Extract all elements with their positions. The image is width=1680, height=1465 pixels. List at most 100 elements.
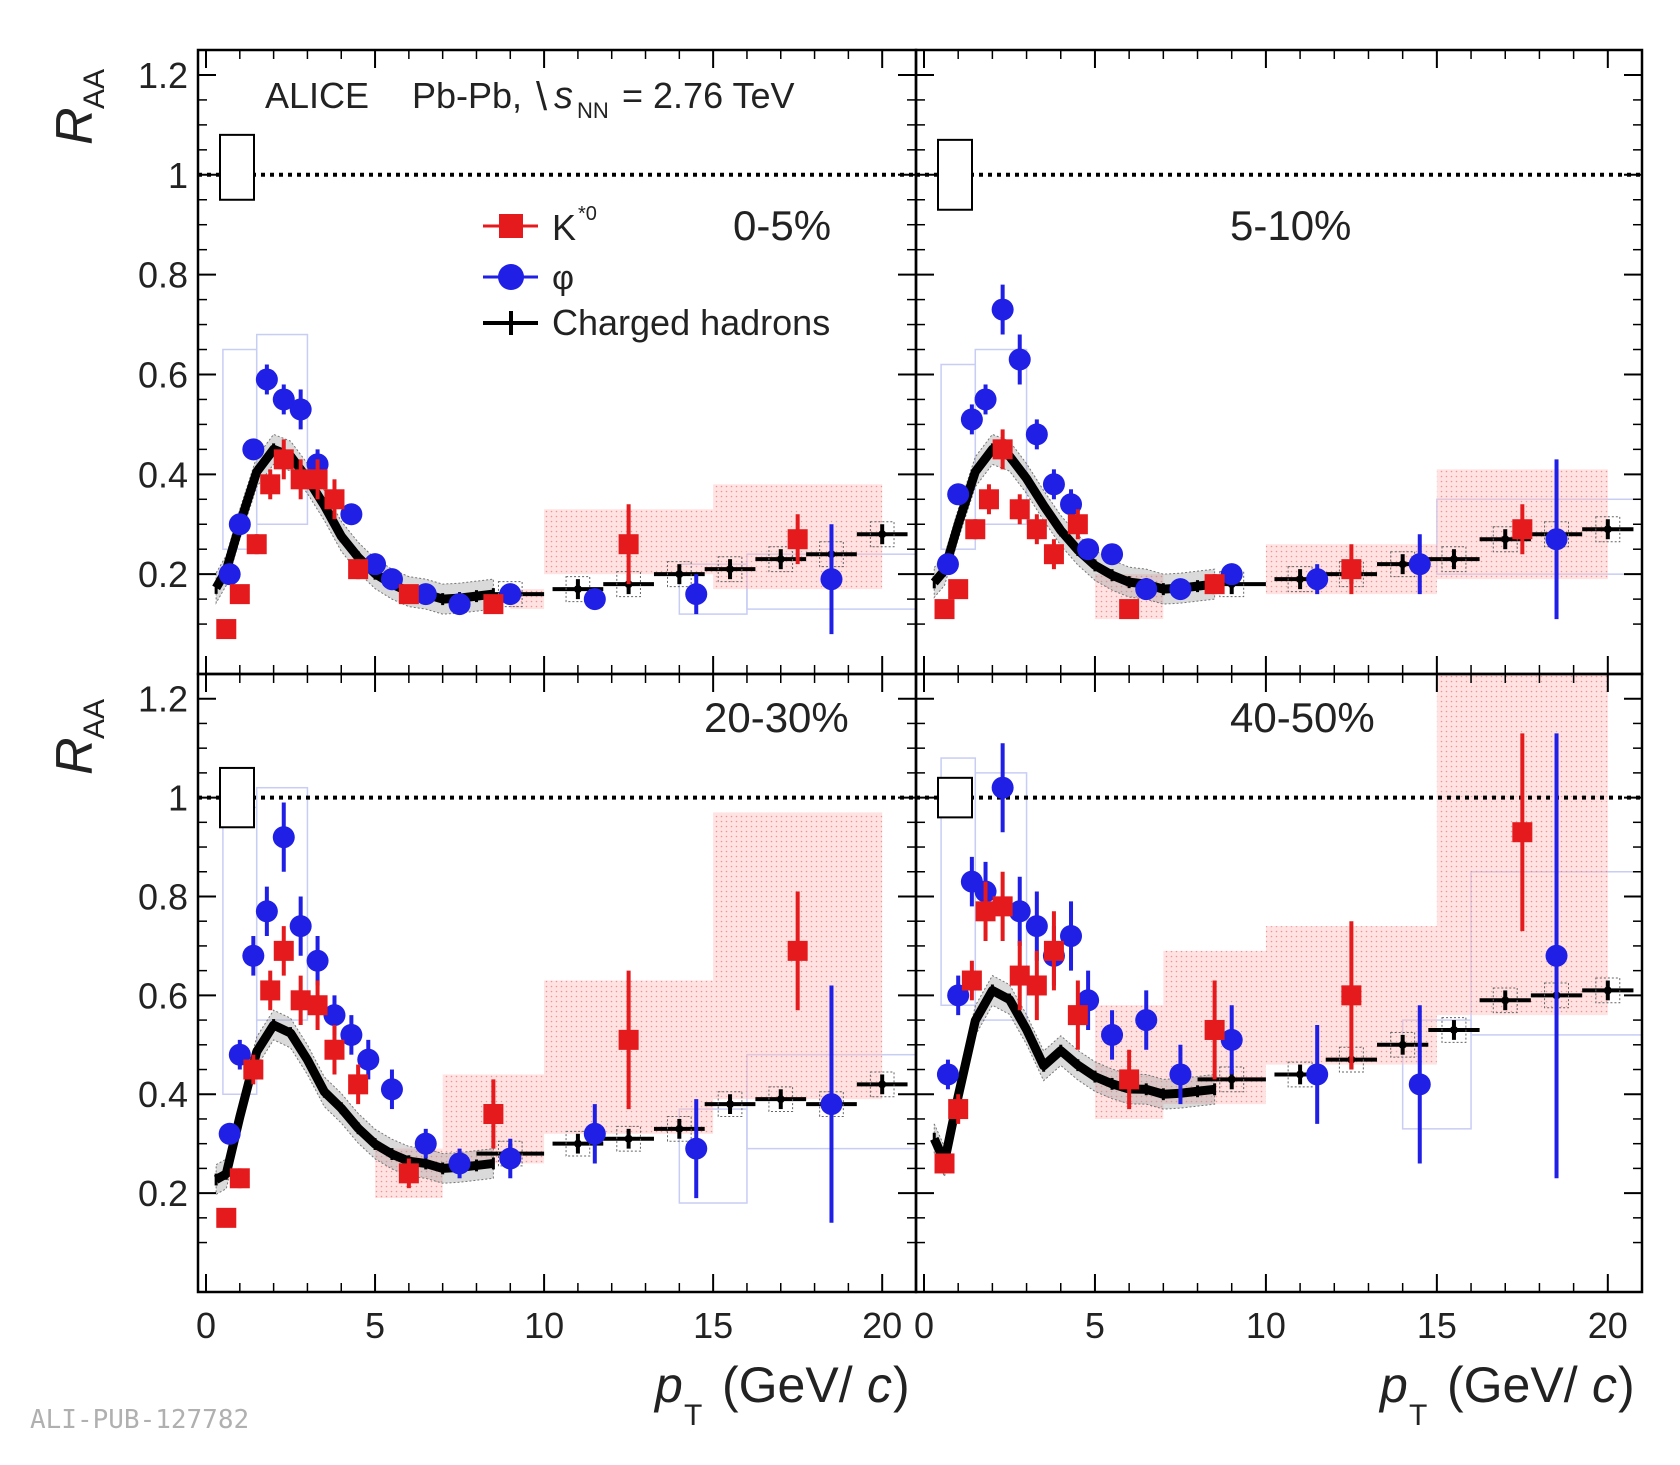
phi-marker xyxy=(448,1152,471,1175)
charged-hadron-marker xyxy=(878,1080,887,1089)
x-tick-label: 20 xyxy=(1588,1305,1628,1346)
normalization-box xyxy=(219,766,255,829)
kstar-marker xyxy=(260,474,281,495)
phi-marker xyxy=(685,1137,708,1160)
kstar-marker xyxy=(1026,519,1047,540)
x-axis-title-right-unit-open: (GeV/ xyxy=(1447,1357,1578,1413)
x-tick-label: 5 xyxy=(365,1305,385,1346)
y-tick-label: 0.8 xyxy=(138,876,188,917)
panel-4: 0 5 10 15 20 xyxy=(914,674,1643,1346)
normalization-box xyxy=(219,133,255,201)
phi-marker xyxy=(242,944,265,967)
charged-hadron-marker xyxy=(1501,535,1510,544)
kstar-marker xyxy=(961,970,982,991)
kstar-marker xyxy=(948,1099,969,1120)
kstar-marker xyxy=(307,469,328,490)
phi-marker xyxy=(1042,473,1065,496)
y-axis-title-top-main: R xyxy=(46,107,104,145)
charged-hadron-syst xyxy=(616,571,641,598)
phi-marker xyxy=(218,563,241,586)
phi-marker xyxy=(1169,1063,1192,1086)
legend-phi-marker xyxy=(498,264,524,290)
x-axis-title-left: p T (GeV/ c ) xyxy=(653,1357,910,1432)
charged-hadron-syst xyxy=(768,546,794,573)
x-axis-title-left-unit-var: c xyxy=(867,1357,892,1413)
kstar-marker xyxy=(324,489,345,510)
x-tick-label: 15 xyxy=(1417,1305,1457,1346)
kstar-marker xyxy=(324,1039,345,1060)
kstar-marker xyxy=(618,534,639,555)
y-tick-label: 1.2 xyxy=(138,55,188,96)
phi-marker xyxy=(1545,944,1568,967)
legend-ch-label: Charged hadrons xyxy=(552,302,830,343)
x-axis-title-right-main: p xyxy=(1378,1357,1408,1413)
x-tick-label: 0 xyxy=(914,1305,934,1346)
phi-marker xyxy=(991,776,1014,799)
kstar-marker xyxy=(618,1029,639,1050)
kstar-marker xyxy=(398,1163,419,1184)
phi-marker xyxy=(499,1147,522,1170)
kstar-marker xyxy=(1026,975,1047,996)
charged-hadron-syst xyxy=(565,576,591,603)
phi-marker xyxy=(947,483,970,506)
x-tick-label: 5 xyxy=(1085,1305,1105,1346)
x-tick-label: 0 xyxy=(196,1305,216,1346)
charged-hadrons-low-pt xyxy=(930,985,1216,1167)
charged-hadron-syst xyxy=(1219,1066,1245,1093)
phi-marker xyxy=(991,298,1014,321)
phi-marker xyxy=(380,1078,403,1101)
charged-hadron-marker xyxy=(675,570,684,579)
panel-plot-area xyxy=(916,138,1642,620)
y-tick-label: 0.6 xyxy=(138,354,188,395)
phi-marker xyxy=(1008,348,1031,371)
phi-marker xyxy=(340,503,363,526)
phi-marker xyxy=(242,438,265,461)
kstar-marker xyxy=(260,980,281,1001)
system-label: Pb-Pb, xyxy=(412,75,522,116)
y-tick-label: 0.6 xyxy=(138,975,188,1016)
panel-2-title: 5-10% xyxy=(1230,202,1351,249)
phi-marker xyxy=(1135,1009,1158,1032)
legend-kstar-sup: *0 xyxy=(578,203,597,225)
charged-hadron-marker xyxy=(1398,560,1407,569)
charged-hadron-syst xyxy=(565,1130,591,1157)
kstar-marker xyxy=(1204,1019,1225,1040)
y-axis-title-bottom: R AA xyxy=(46,699,111,775)
phi-marker xyxy=(1306,1063,1329,1086)
kstar-marker xyxy=(934,1153,955,1174)
kstar-marker xyxy=(307,995,328,1016)
panel-3: 0.2 0.4 0.6 0.8 1 1.2 0 5 10 15 20 xyxy=(138,674,917,1346)
y-tick-label: 1.2 xyxy=(138,679,188,720)
charged-hadron-syst xyxy=(869,1071,895,1098)
kstar-marker xyxy=(1341,985,1362,1006)
kstar-marker xyxy=(216,1207,237,1228)
panel-plot-area xyxy=(198,766,916,1228)
normalization-box xyxy=(937,138,973,211)
phi-marker xyxy=(960,408,983,431)
phi-marker xyxy=(499,583,522,606)
charged-hadron-marker xyxy=(1449,555,1458,564)
charged-hadron-marker xyxy=(573,1139,582,1148)
kstar-marker xyxy=(229,1168,250,1189)
kstar-marker xyxy=(1009,965,1030,986)
x-tick-label: 10 xyxy=(524,1305,564,1346)
charged-hadrons-syst-band xyxy=(215,1009,494,1196)
experiment-label: ALICE xyxy=(265,75,369,116)
y-tick-label: 0.8 xyxy=(138,255,188,296)
kstar-marker xyxy=(243,1059,264,1080)
x-axis-title-left-unit-close: ) xyxy=(893,1357,910,1413)
watermark: ALI-PUB-127782 xyxy=(30,1405,249,1435)
charged-hadron-marker xyxy=(726,1100,735,1109)
panel-2 xyxy=(916,50,1643,674)
panel-1: 0.2 0.4 0.6 0.8 1 1.2 xyxy=(138,50,917,674)
kstar-marker xyxy=(216,619,237,640)
charged-hadron-marker xyxy=(776,1095,785,1104)
phi-marker xyxy=(583,588,606,611)
kstar-marker xyxy=(992,896,1013,917)
y-axis-title-bottom-sub: AA xyxy=(78,699,111,739)
phi-marker xyxy=(228,513,251,536)
x-axis-title-left-unit-open: (GeV/ xyxy=(722,1357,853,1413)
charged-hadron-marker xyxy=(573,585,582,594)
phi-marker xyxy=(820,568,843,591)
y-tick-label: 1 xyxy=(168,778,188,819)
